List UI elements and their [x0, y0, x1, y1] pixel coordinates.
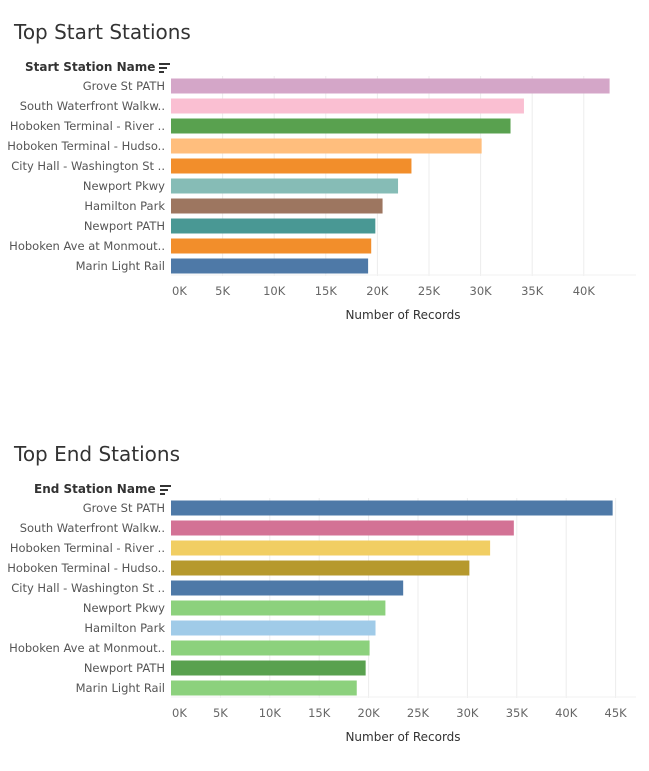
x-tick-label: 15K [315, 284, 338, 298]
dimension-header-label: Start Station Name [25, 60, 156, 74]
bar[interactable] [171, 238, 372, 254]
category-label[interactable]: Grove St PATH [83, 501, 165, 515]
x-tick-label: 40K [555, 706, 578, 720]
end-stations-panel: Top End Stations End Station Name Grove … [0, 422, 649, 771]
bar[interactable] [171, 640, 370, 656]
x-tick-label: 0K [172, 706, 187, 720]
dimension-header-label: End Station Name [34, 482, 156, 496]
x-tick-label: 35K [521, 284, 544, 298]
category-label[interactable]: Newport PATH [84, 219, 165, 233]
category-label[interactable]: Hoboken Terminal - Hudso.. [7, 561, 165, 575]
category-label[interactable]: Marin Light Rail [76, 259, 165, 273]
bar[interactable] [171, 680, 357, 696]
bar[interactable] [171, 500, 613, 516]
bar[interactable] [171, 178, 399, 194]
category-label[interactable]: Hamilton Park [84, 199, 165, 213]
category-label[interactable]: Grove St PATH [83, 79, 165, 93]
x-tick-label: 0K [172, 284, 187, 298]
bar[interactable] [171, 218, 376, 234]
start-stations-bar-chart: Grove St PATH South Waterfront Walkw.. Hob… [7, 76, 636, 322]
bar[interactable] [171, 620, 376, 636]
sort-descending-icon[interactable] [159, 62, 171, 73]
category-label[interactable]: Hamilton Park [84, 621, 165, 635]
bar[interactable] [171, 198, 383, 214]
x-tick-label: 35K [506, 706, 529, 720]
category-label[interactable]: Hoboken Terminal - River .. [10, 119, 165, 133]
dimension-header[interactable]: End Station Name [34, 482, 171, 496]
bar[interactable] [171, 138, 482, 154]
x-tick-label: 40K [573, 284, 596, 298]
x-tick-label: 45K [605, 706, 628, 720]
start-stations-panel: Top Start Stations Start Station Name Gr… [0, 0, 649, 385]
x-tick-label: 5K [215, 284, 230, 298]
bar[interactable] [171, 600, 386, 616]
bar[interactable] [171, 78, 610, 94]
x-tick-label: 20K [358, 706, 381, 720]
x-tick-label: 25K [407, 706, 430, 720]
bar[interactable] [171, 520, 514, 536]
category-label[interactable]: Newport Pkwy [83, 601, 165, 615]
bar[interactable] [171, 560, 470, 576]
chart-title: Top Start Stations [14, 20, 191, 44]
end-stations-bar-chart: Grove St PATH South Waterfront Walkw.. Hob… [7, 498, 636, 744]
category-label[interactable]: City Hall - Washington St .. [11, 581, 165, 595]
category-label[interactable]: Hoboken Ave at Monmout.. [9, 641, 165, 655]
category-label[interactable]: Newport PATH [84, 661, 165, 675]
category-label[interactable]: Newport Pkwy [83, 179, 165, 193]
x-tick-label: 10K [263, 284, 286, 298]
bar[interactable] [171, 540, 491, 556]
bar[interactable] [171, 98, 524, 114]
x-axis-title: Number of Records [345, 308, 460, 322]
bar[interactable] [171, 660, 366, 676]
sort-descending-icon[interactable] [159, 484, 171, 495]
x-tick-label: 15K [308, 706, 331, 720]
category-label[interactable]: Hoboken Ave at Monmout.. [9, 239, 165, 253]
chart-title: Top End Stations [14, 442, 180, 466]
bar[interactable] [171, 118, 511, 134]
category-label[interactable]: South Waterfront Walkw.. [20, 99, 165, 113]
x-tick-label: 20K [366, 284, 389, 298]
bar[interactable] [171, 258, 369, 274]
x-axis-title: Number of Records [345, 730, 460, 744]
x-tick-label: 30K [470, 284, 493, 298]
x-tick-label: 5K [213, 706, 228, 720]
x-tick-label: 25K [418, 284, 441, 298]
category-label[interactable]: Marin Light Rail [76, 681, 165, 695]
bar[interactable] [171, 158, 412, 174]
x-tick-label: 30K [456, 706, 479, 720]
category-label[interactable]: Hoboken Terminal - River .. [10, 541, 165, 555]
category-label[interactable]: City Hall - Washington St .. [11, 159, 165, 173]
bar[interactable] [171, 580, 404, 596]
dimension-header[interactable]: Start Station Name [25, 60, 171, 74]
x-tick-label: 10K [259, 706, 282, 720]
category-label[interactable]: Hoboken Terminal - Hudso.. [7, 139, 165, 153]
category-label[interactable]: South Waterfront Walkw.. [20, 521, 165, 535]
